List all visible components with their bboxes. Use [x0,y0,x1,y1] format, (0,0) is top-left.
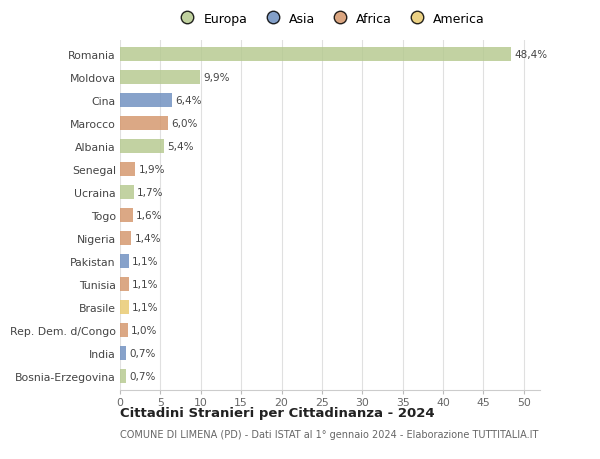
Bar [120,186,134,200]
Text: Cittadini Stranieri per Cittadinanza - 2024: Cittadini Stranieri per Cittadinanza - 2… [120,406,434,419]
Text: 5,4%: 5,4% [167,142,193,152]
Bar [120,71,200,85]
Legend: Europa, Asia, Africa, America: Europa, Asia, Africa, America [172,10,488,28]
Text: 1,6%: 1,6% [136,211,163,221]
Text: 1,4%: 1,4% [134,234,161,244]
Text: 6,4%: 6,4% [175,96,202,106]
Bar [120,255,129,269]
Bar [120,209,133,223]
Bar [120,48,511,62]
Bar [120,232,131,246]
Bar [120,140,164,154]
Text: 1,1%: 1,1% [132,280,158,290]
Text: 1,1%: 1,1% [132,257,158,267]
Text: 1,7%: 1,7% [137,188,163,198]
Bar [120,94,172,108]
Bar [120,324,128,337]
Bar [120,347,125,360]
Text: 1,9%: 1,9% [139,165,165,175]
Text: 1,1%: 1,1% [132,302,158,313]
Bar [120,369,125,383]
Text: 9,9%: 9,9% [203,73,230,83]
Text: COMUNE DI LIMENA (PD) - Dati ISTAT al 1° gennaio 2024 - Elaborazione TUTTITALIA.: COMUNE DI LIMENA (PD) - Dati ISTAT al 1°… [120,429,538,439]
Text: 1,0%: 1,0% [131,325,158,336]
Bar [120,163,136,177]
Text: 6,0%: 6,0% [172,119,198,129]
Text: 0,7%: 0,7% [129,348,155,358]
Text: 48,4%: 48,4% [514,50,547,60]
Bar [120,278,129,291]
Bar [120,117,169,131]
Text: 0,7%: 0,7% [129,371,155,381]
Bar [120,301,129,314]
